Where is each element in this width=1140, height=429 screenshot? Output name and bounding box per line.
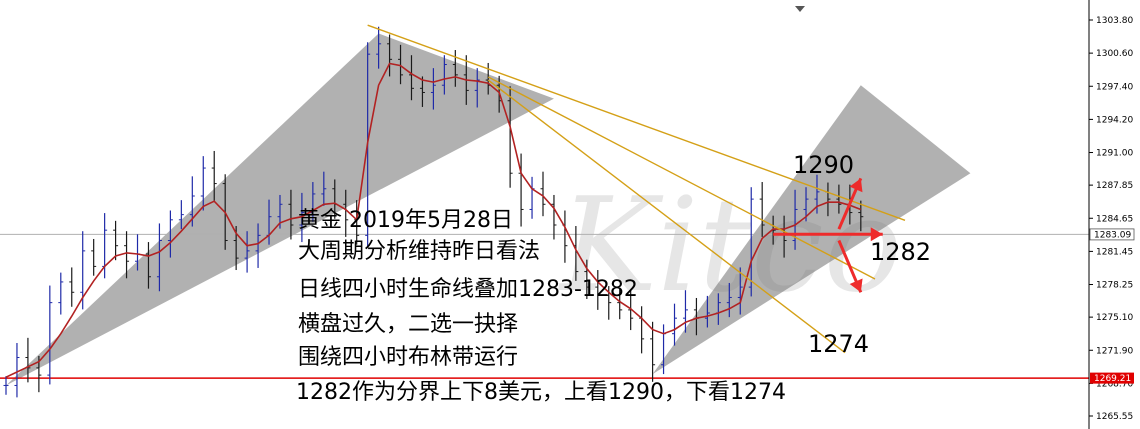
forecast-arrowhead-2 [870,227,883,242]
moving-average-line [5,62,862,378]
y-tick-label: 1265.55 [1096,412,1133,422]
horizontal-lines [0,233,1089,379]
trend-line-3 [487,79,846,354]
annotation-line-3: 日线四小时生命线叠加1283-1282 [298,277,638,302]
trend-line-1 [367,24,906,221]
y-tick-label: 1297.40 [1096,82,1133,92]
trend-line-2 [487,76,876,280]
y-tick-label: 1287.85 [1096,181,1133,191]
y-tick-label: 1278.25 [1096,281,1133,291]
forecast-arrowhead-3 [849,278,863,293]
y-tick-label: 1300.60 [1096,49,1133,59]
pivot-label: 1282 [870,238,931,266]
y-tick-label: 1275.10 [1096,313,1133,323]
chevron-down-icon[interactable] [795,6,805,12]
annotation-line-2: 大周期分析维持昨日看法 [298,239,540,264]
watermark-text: Kitco [558,169,902,321]
y-tick-label: 1303.80 [1096,16,1133,26]
current-price-label: 1283.09 [1094,230,1131,240]
support-price-tag: 1269.21 [1090,372,1134,384]
annotation-line-4: 横盘过久，二选一抉择 [298,312,518,337]
support-price-label: 1269.21 [1094,374,1131,384]
y-tick-label: 1284.65 [1096,214,1133,224]
annotation-line-6: 1282作为分界上下8美元，上看1290，下看1274 [296,380,786,405]
y-tick-label: 1291.00 [1096,149,1133,159]
annotation-line-1: 黄金 2019年5月28日 [298,208,513,233]
target-down-label: 1274 [808,330,869,358]
target-up-label: 1290 [793,151,854,179]
y-tick-label: 1271.90 [1096,346,1133,356]
triangle-zone-2 [652,85,971,375]
current-price-tag: 1283.09 [1089,228,1135,240]
annotation-line-5: 围绕四小时布林带运行 [298,345,518,370]
annotation-block: 黄金 2019年5月28日 大周期分析维持昨日看法 日线四小时生命线叠加1283… [296,208,786,405]
watermark: Kitco [558,169,902,321]
y-tick-label: 1294.20 [1096,115,1133,125]
moving-average [5,62,862,378]
y-tick-label: 1281.45 [1096,247,1133,257]
trend-lines [367,24,906,354]
y-tick-label: 1268.70 [1096,379,1133,389]
forecast-arrows [773,177,883,293]
y-axis-ticks: 1303.80 1300.60 1297.40 1294.20 1291.00 1287.… [1089,16,1133,422]
y-axis: 1303.80 1300.60 1297.40 1294.20 1291.00 1287.… [1088,0,1135,429]
forecast-arrowhead-1 [849,178,863,193]
